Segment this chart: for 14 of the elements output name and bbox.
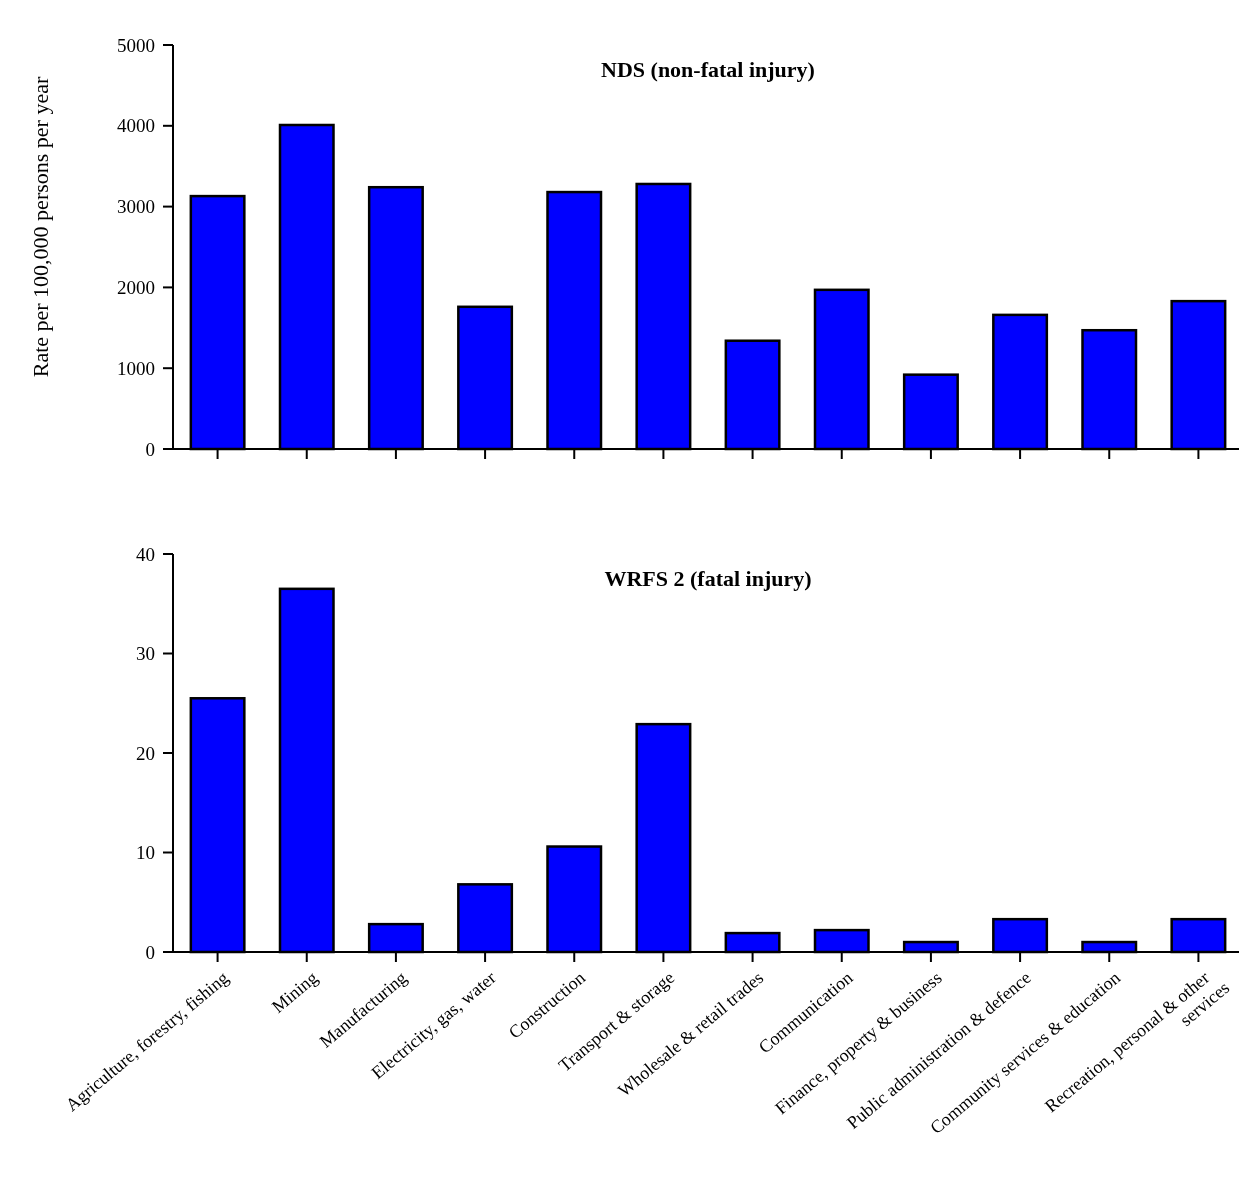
- y-tick-label: 4000: [117, 115, 155, 137]
- y-tick-label: 1000: [117, 357, 155, 379]
- y-tick-label: 20: [136, 742, 155, 764]
- text: WRFS 2 (fatal injury): [604, 566, 812, 591]
- y-tick-label: 40: [136, 543, 155, 565]
- y-axis-title: Rate per 100,000 persons per year: [28, 76, 53, 378]
- y-tick-label: 5000: [117, 34, 155, 56]
- y-tick-label: 3000: [117, 196, 155, 218]
- y-tick-label: 2000: [117, 277, 155, 299]
- y-tick-label: 0: [145, 941, 155, 963]
- y-tick-label: 0: [145, 438, 155, 460]
- y-tick-label: 10: [136, 842, 155, 864]
- y-tick-label: 30: [136, 643, 155, 665]
- text: NDS (non-fatal injury): [601, 57, 815, 82]
